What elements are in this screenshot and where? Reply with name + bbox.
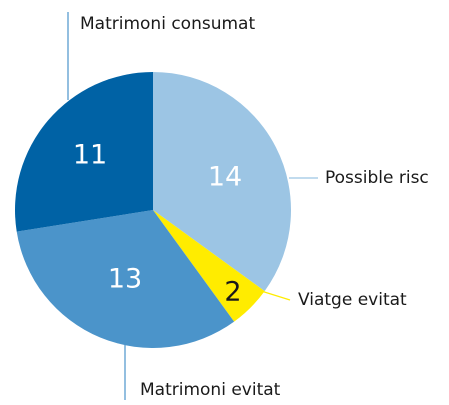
pie-slice	[16, 210, 235, 349]
value-label: 13	[108, 264, 142, 295]
pie	[14, 72, 292, 349]
pie-slice	[153, 72, 292, 292]
slice-label: Matrimoni evitat	[140, 380, 281, 400]
slice-label: Matrimoni consumat	[80, 14, 255, 34]
value-label: 11	[73, 140, 107, 171]
value-label: 14	[208, 162, 242, 193]
value-label: 2	[224, 277, 241, 308]
slice-label: Viatge evitat	[298, 290, 407, 310]
pie-slice	[14, 72, 153, 232]
leader-line	[257, 289, 291, 301]
pie-slice	[153, 210, 265, 322]
slice-label: Possible risc	[325, 168, 429, 188]
